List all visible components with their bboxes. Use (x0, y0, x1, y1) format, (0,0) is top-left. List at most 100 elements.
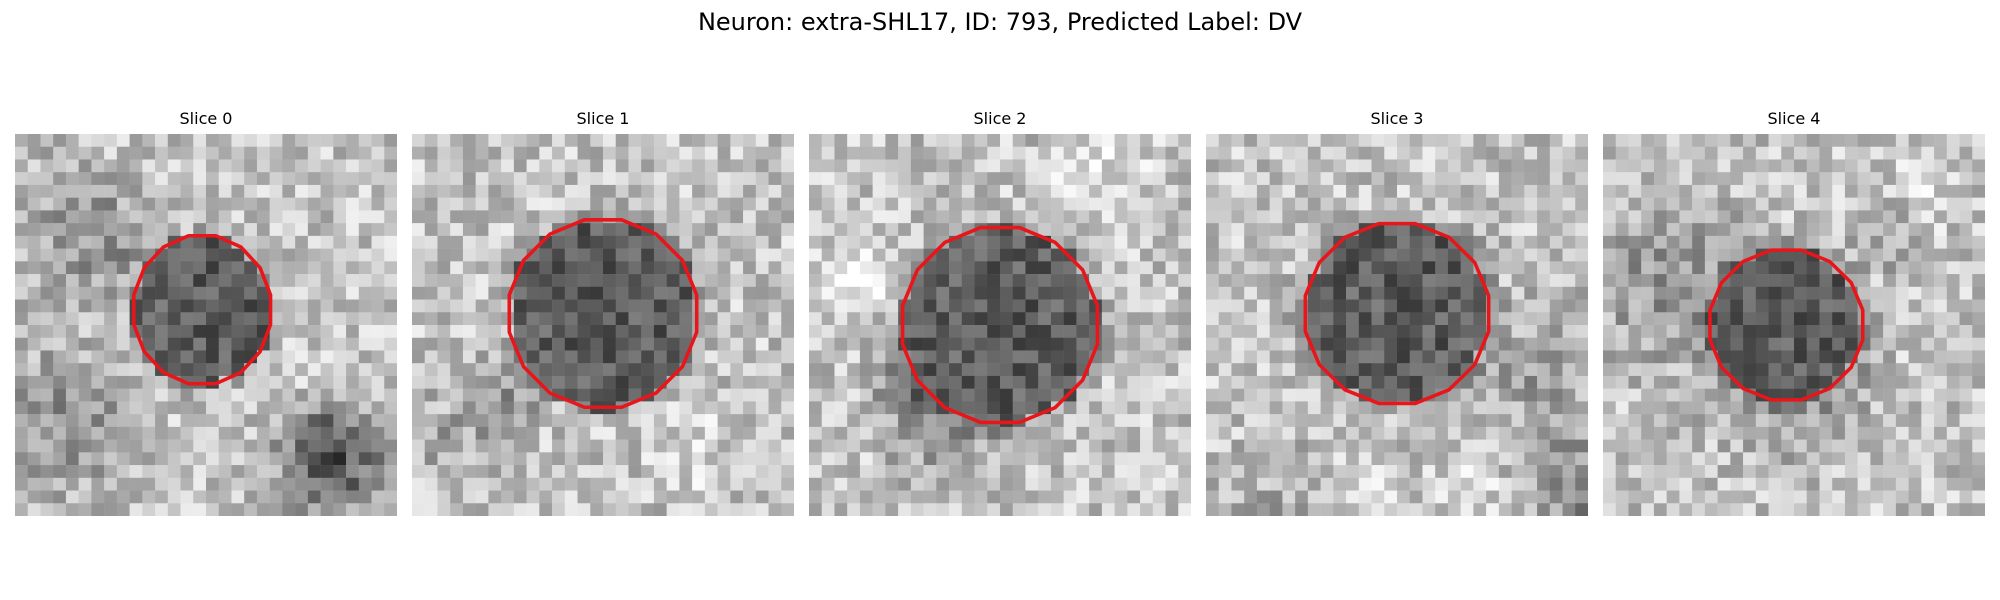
pixel (1794, 452, 1807, 466)
pixel (1832, 439, 1846, 453)
pixel (1717, 235, 1731, 249)
pixel (1934, 248, 1948, 262)
pixel (333, 223, 347, 237)
pixel (1603, 490, 1616, 504)
pixel (1384, 363, 1398, 377)
pixel (1730, 452, 1744, 466)
slice-image (412, 134, 794, 516)
pixel (244, 184, 258, 198)
pixel (809, 172, 822, 186)
pixel (462, 261, 476, 275)
pixel (1562, 299, 1576, 313)
pixel (15, 325, 28, 338)
pixel (1397, 223, 1410, 237)
pixel (1549, 350, 1563, 364)
pixel (1447, 350, 1461, 364)
pixel (1511, 426, 1525, 440)
pixel (781, 363, 794, 377)
pixel (384, 490, 397, 504)
pixel (1857, 414, 1871, 428)
pixel (1972, 490, 1985, 504)
pixel (1883, 299, 1897, 313)
pixel (1743, 197, 1757, 211)
pixel (412, 184, 425, 198)
pixel (834, 337, 848, 351)
pixel (1384, 223, 1398, 237)
pixel (307, 261, 321, 275)
pixel (834, 159, 848, 173)
pixel (1562, 490, 1576, 504)
pixel (1101, 414, 1115, 428)
pixel (1025, 184, 1039, 198)
pixel (834, 414, 848, 428)
pixel (1511, 223, 1525, 237)
pixel (65, 375, 79, 389)
pixel (1218, 350, 1232, 364)
pixel (1768, 235, 1782, 249)
pixel (1692, 363, 1706, 377)
pixel (1038, 426, 1052, 440)
pixel (1435, 134, 1449, 147)
pixel (692, 414, 706, 428)
pixel (1832, 134, 1846, 147)
pixel (1422, 477, 1436, 491)
pixel (1511, 299, 1525, 313)
pixel (885, 261, 899, 275)
pixel (949, 325, 963, 338)
pixel (704, 299, 718, 313)
pixel (1511, 210, 1525, 224)
pixel (1422, 439, 1436, 453)
pixel (513, 299, 527, 313)
pixel (743, 210, 757, 224)
pixel (1473, 184, 1487, 198)
pixel (743, 197, 757, 211)
pixel (346, 261, 360, 275)
pixel (1076, 248, 1090, 262)
pixel (1653, 337, 1667, 351)
pixel (898, 210, 912, 224)
pixel (834, 477, 848, 491)
pixel (269, 235, 283, 249)
pixel (1537, 223, 1551, 237)
pixel (1295, 134, 1309, 147)
pixel (450, 350, 464, 364)
pixel (206, 159, 219, 173)
pixel (53, 363, 67, 377)
pixel (692, 248, 706, 262)
pixel (1679, 452, 1693, 466)
pixel (1562, 337, 1576, 351)
pixel (1218, 363, 1232, 377)
pixel (1000, 184, 1013, 198)
pixel (1206, 452, 1219, 466)
pixel (1165, 210, 1179, 224)
pixel (180, 210, 194, 224)
pixel (129, 401, 143, 415)
pixel (167, 223, 181, 237)
pixel (809, 477, 822, 491)
pixel (1704, 172, 1718, 186)
pixel (1244, 184, 1258, 198)
pixel (358, 426, 372, 440)
pixel (295, 337, 309, 351)
pixel (781, 414, 794, 428)
pixel (333, 286, 347, 300)
pixel (1603, 299, 1616, 313)
pixel (577, 286, 591, 300)
pixel (358, 197, 372, 211)
pixel (1806, 490, 1820, 504)
pixel (320, 426, 334, 440)
pixel (1050, 146, 1064, 160)
pixel (193, 465, 207, 479)
pixel (218, 146, 232, 160)
pixel (1641, 261, 1655, 275)
pixel (641, 350, 655, 364)
pixel (1704, 223, 1718, 237)
pixel (1562, 223, 1576, 237)
pixel (1447, 465, 1461, 479)
pixel (628, 337, 642, 351)
pixel (1870, 452, 1884, 466)
pixel (488, 274, 502, 288)
pixel (1692, 146, 1706, 160)
pixel (1231, 134, 1245, 147)
pixel (898, 248, 912, 262)
